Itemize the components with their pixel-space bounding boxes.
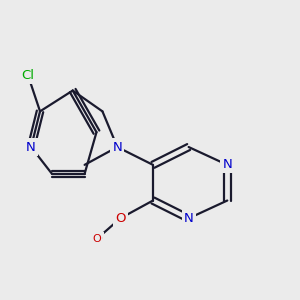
Text: N: N [222, 158, 232, 171]
Text: N: N [26, 140, 36, 154]
Text: N: N [184, 212, 194, 225]
Text: O: O [94, 234, 102, 244]
Text: O: O [92, 234, 101, 244]
Text: N: N [112, 140, 122, 154]
Text: O: O [115, 212, 125, 225]
Text: O: O [115, 212, 125, 225]
Text: Cl: Cl [22, 69, 34, 82]
